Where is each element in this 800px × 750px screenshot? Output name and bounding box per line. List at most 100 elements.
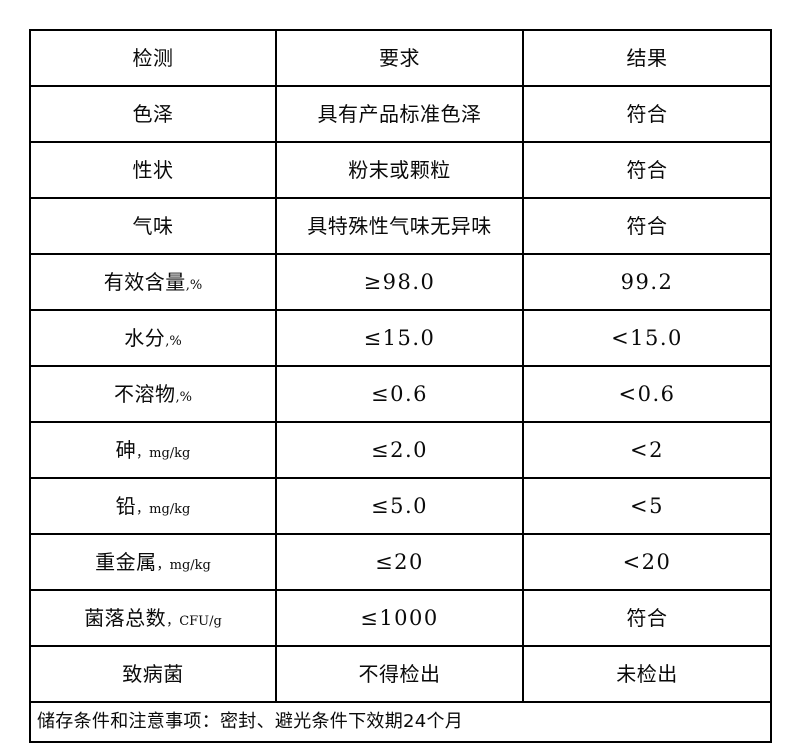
cell-requirement: ≤20 [275, 533, 524, 591]
result-value: <2 [630, 437, 664, 462]
table-row: 有效含量,% ≥98.0 99.2 [29, 253, 772, 311]
item-label-wrap: 性状 [133, 158, 174, 183]
item-unit: ,% [185, 277, 203, 293]
column-header-item: 检测 [29, 29, 277, 87]
cell-requirement: 具有产品标准色泽 [275, 85, 524, 143]
item-label-wrap: 菌落总数，CFU/g [84, 606, 222, 631]
cell-requirement: 不得检出 [275, 645, 524, 703]
cell-requirement: 粉末或颗粒 [275, 141, 524, 199]
item-label-wrap: 铅，mg/kg [116, 494, 191, 519]
cell-result: <20 [522, 533, 772, 591]
cell-requirement: ≤5.0 [275, 477, 524, 535]
table-row: 重金属，mg/kg ≤20 <20 [29, 533, 772, 591]
requirement-value: ≥98.0 [363, 269, 436, 294]
item-label-wrap: 水分,% [124, 326, 182, 351]
item-label-wrap: 不溶物,% [114, 382, 192, 407]
cell-result: <15.0 [522, 309, 772, 367]
requirement-value: ≤0.6 [371, 381, 428, 406]
requirement-value: ≤5.0 [371, 493, 428, 518]
requirement-value: ≤1000 [360, 605, 439, 630]
requirement-value: ≤20 [375, 549, 424, 574]
item-label-wrap: 气味 [133, 214, 174, 239]
item-name: 砷 [115, 437, 137, 462]
table-body: 色泽 具有产品标准色泽 符合 性状 粉末或颗粒 符合 气味 具特殊性气味无异味 符合 有效含量,%… [29, 85, 772, 703]
cell-item: 水分,% [29, 309, 277, 367]
item-unit: ，CFU/g [166, 613, 222, 629]
item-name: 色泽 [132, 101, 174, 126]
specification-table: 检测 要求 结果 色泽 具有产品标准色泽 符合 性状 粉末或颗粒 符合 气味 具特殊性气味无异… [29, 29, 772, 743]
item-label-wrap: 色泽 [133, 102, 174, 127]
cell-item: 铅，mg/kg [29, 477, 277, 535]
table-row: 砷，mg/kg ≤2.0 <2 [29, 421, 772, 479]
cell-item: 不溶物,% [29, 365, 277, 423]
item-name: 性状 [132, 157, 174, 182]
item-unit: ,% [165, 333, 182, 349]
table-row: 性状 粉末或颗粒 符合 [29, 141, 772, 199]
table-header-row: 检测 要求 结果 [29, 29, 772, 87]
cell-result: 符合 [522, 141, 772, 199]
item-name: 致病菌 [122, 661, 184, 686]
result-value: 符合 [626, 101, 668, 126]
item-name: 菌落总数 [84, 605, 167, 630]
result-value: 符合 [626, 213, 668, 238]
cell-item: 致病菌 [29, 645, 277, 703]
cell-item: 气味 [29, 197, 277, 255]
cell-item: 重金属，mg/kg [29, 533, 277, 591]
cell-result: <5 [522, 477, 772, 535]
table-row: 水分,% ≤15.0 <15.0 [29, 309, 772, 367]
cell-result: 符合 [522, 589, 772, 647]
result-value: 符合 [626, 157, 668, 182]
table-row: 铅，mg/kg ≤5.0 <5 [29, 477, 772, 535]
cell-item: 色泽 [29, 85, 277, 143]
requirement-value: ≤2.0 [371, 437, 428, 462]
cell-result: <0.6 [522, 365, 772, 423]
requirement-value: 具特殊性气味无异味 [307, 213, 492, 238]
requirement-value: 粉末或颗粒 [348, 157, 451, 182]
result-value: <15.0 [611, 325, 683, 350]
requirement-value: ≤15.0 [363, 325, 436, 350]
cell-item: 菌落总数，CFU/g [29, 589, 277, 647]
item-name: 水分 [124, 325, 166, 350]
table-footer: 储存条件和注意事项：密封、避光条件下效期24个月 [29, 701, 772, 743]
table-row: 不溶物,% ≤0.6 <0.6 [29, 365, 772, 423]
table-row: 气味 具特殊性气味无异味 符合 [29, 197, 772, 255]
cell-item: 砷，mg/kg [29, 421, 277, 479]
result-value: 99.2 [620, 269, 674, 294]
item-name: 铅 [115, 493, 137, 518]
item-unit: ，mg/kg [156, 557, 211, 573]
cell-result: 符合 [522, 197, 772, 255]
cell-result: 未检出 [522, 645, 772, 703]
result-value: 符合 [626, 605, 668, 630]
table-row: 菌落总数，CFU/g ≤1000 符合 [29, 589, 772, 647]
cell-result: 符合 [522, 85, 772, 143]
table-header: 检测 要求 结果 [29, 29, 772, 87]
cell-requirement: ≥98.0 [275, 253, 524, 311]
item-unit: ，mg/kg [136, 501, 191, 517]
cell-result: 99.2 [522, 253, 772, 311]
cell-requirement: ≤1000 [275, 589, 524, 647]
cell-item: 性状 [29, 141, 277, 199]
storage-conditions-note: 储存条件和注意事项：密封、避光条件下效期24个月 [29, 701, 772, 743]
result-value: <20 [622, 549, 672, 574]
cell-item: 有效含量,% [29, 253, 277, 311]
result-value: 未检出 [616, 661, 678, 686]
table-row: 色泽 具有产品标准色泽 符合 [29, 85, 772, 143]
item-name: 气味 [132, 213, 174, 238]
column-header-requirement: 要求 [275, 29, 524, 87]
requirement-value: 具有产品标准色泽 [317, 101, 482, 126]
item-label-wrap: 重金属，mg/kg [95, 550, 211, 575]
item-name: 不溶物 [114, 381, 176, 406]
item-label-wrap: 有效含量,% [104, 270, 203, 295]
item-unit: ，mg/kg [136, 445, 191, 461]
cell-requirement: ≤2.0 [275, 421, 524, 479]
cell-requirement: ≤0.6 [275, 365, 524, 423]
result-value: <5 [630, 493, 664, 518]
item-label-wrap: 致病菌 [122, 662, 184, 687]
item-unit: ,% [175, 389, 193, 405]
cell-requirement: ≤15.0 [275, 309, 524, 367]
item-label-wrap: 砷，mg/kg [116, 438, 191, 463]
item-name: 有效含量 [103, 269, 186, 294]
column-header-result: 结果 [522, 29, 772, 87]
result-value: <0.6 [618, 381, 676, 406]
